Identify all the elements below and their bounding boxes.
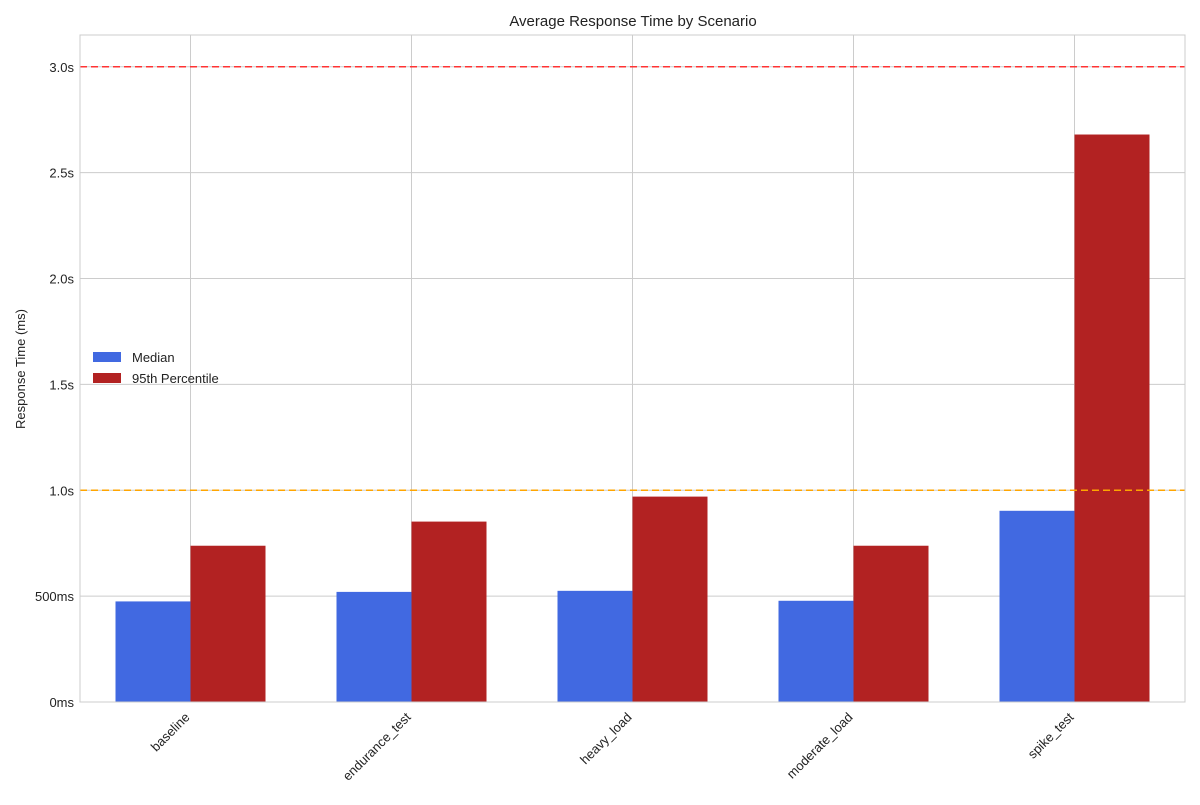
bar-median-moderate_load (778, 600, 854, 702)
bar-median-endurance_test (336, 591, 412, 702)
y-tick-label: 500ms (35, 589, 75, 604)
y-tick-label: 2.5s (49, 166, 74, 181)
legend-label: 95th Percentile (132, 371, 219, 386)
bar-p95-baseline (190, 545, 266, 702)
bar-p95-heavy_load (632, 496, 708, 702)
y-tick-label: 0ms (49, 695, 74, 710)
legend: Median 95th Percentile (93, 350, 219, 386)
chart-title: Average Response Time by Scenario (509, 13, 756, 30)
y-tick-label: 3.0s (49, 60, 74, 75)
bar-p95-endurance_test (411, 521, 487, 702)
legend-label: Median (132, 350, 175, 365)
x-tick-label: endurance_test (340, 709, 414, 783)
bar-median-spike_test (999, 510, 1075, 702)
reference-lines (80, 66, 1185, 492)
bar-median-baseline (115, 601, 191, 702)
y-tick-label: 2.0s (49, 272, 74, 287)
bar-p95-spike_test (1074, 134, 1150, 702)
y-tick-label: 1.0s (49, 483, 74, 498)
legend-swatch (93, 373, 121, 383)
x-tick-label: baseline (148, 710, 193, 755)
legend-swatch (93, 352, 121, 362)
plot-frame (79, 34, 1186, 703)
y-tick-label: 1.5s (49, 377, 74, 392)
x-tick-label: spike_test (1025, 709, 1077, 761)
x-tick-label: moderate_load (784, 710, 856, 782)
y-axis-label: Response Time (ms) (13, 309, 28, 429)
bars-layer (115, 134, 1150, 702)
x-tick-label: heavy_load (577, 710, 635, 768)
bar-p95-moderate_load (853, 545, 929, 702)
bar-median-heavy_load (557, 590, 633, 702)
